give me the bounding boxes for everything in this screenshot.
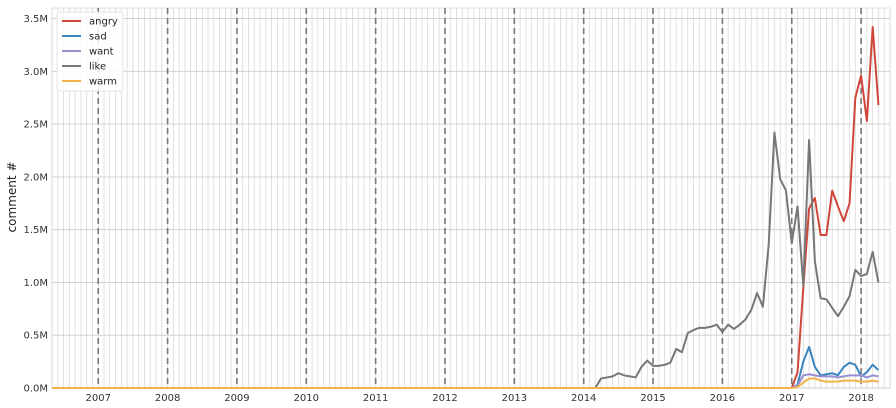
y-tick-label: 0.5M xyxy=(23,331,48,342)
y-tick-label: 0.0M xyxy=(23,384,48,395)
x-tick-label: 2012 xyxy=(432,393,457,404)
x-tick-label: 2008 xyxy=(155,393,180,404)
series-line-want xyxy=(52,373,879,389)
x-tick-label: 2016 xyxy=(710,393,735,404)
x-tick-label: 2018 xyxy=(848,393,873,404)
legend-label-warm: warm xyxy=(89,77,117,88)
series-line-warm xyxy=(52,377,879,389)
x-tick-label: 2010 xyxy=(294,393,319,404)
y-tick-label: 1.0M xyxy=(23,278,48,289)
grid xyxy=(51,7,891,389)
y-axis-title: comment # xyxy=(5,162,19,233)
series-line-like xyxy=(52,131,880,389)
legend-label-angry: angry xyxy=(89,17,118,28)
series-lines xyxy=(52,26,880,389)
x-tick-label: 2011 xyxy=(363,393,388,404)
series-line-angry xyxy=(52,26,880,389)
x-tick-label: 2015 xyxy=(640,393,665,404)
legend: angry sad want like warm xyxy=(56,11,124,92)
x-tick-label: 2014 xyxy=(571,393,596,404)
legend-label-sad: sad xyxy=(89,32,107,43)
x-tick-label: 2009 xyxy=(224,393,249,404)
y-tick-label: 1.5M xyxy=(23,225,48,236)
y-tick-label: 3.0M xyxy=(23,67,48,78)
legend-label-want: want xyxy=(89,47,114,58)
x-tick-label: 2017 xyxy=(779,393,804,404)
plot-area xyxy=(51,7,891,389)
y-tick-label: 2.0M xyxy=(23,172,48,183)
y-tick-label: 3.5M xyxy=(23,14,48,25)
axes: 0.0M 0.5M 1.0M 1.5M 2.0M 2.5M 3.0M 3.5M 2007 2008… xyxy=(23,14,873,404)
x-tick-label: 2007 xyxy=(86,393,111,404)
legend-label-like: like xyxy=(89,62,106,73)
y-tick-label: 2.5M xyxy=(23,120,48,131)
x-tick-label: 2013 xyxy=(502,393,527,404)
legend-box xyxy=(56,11,124,92)
